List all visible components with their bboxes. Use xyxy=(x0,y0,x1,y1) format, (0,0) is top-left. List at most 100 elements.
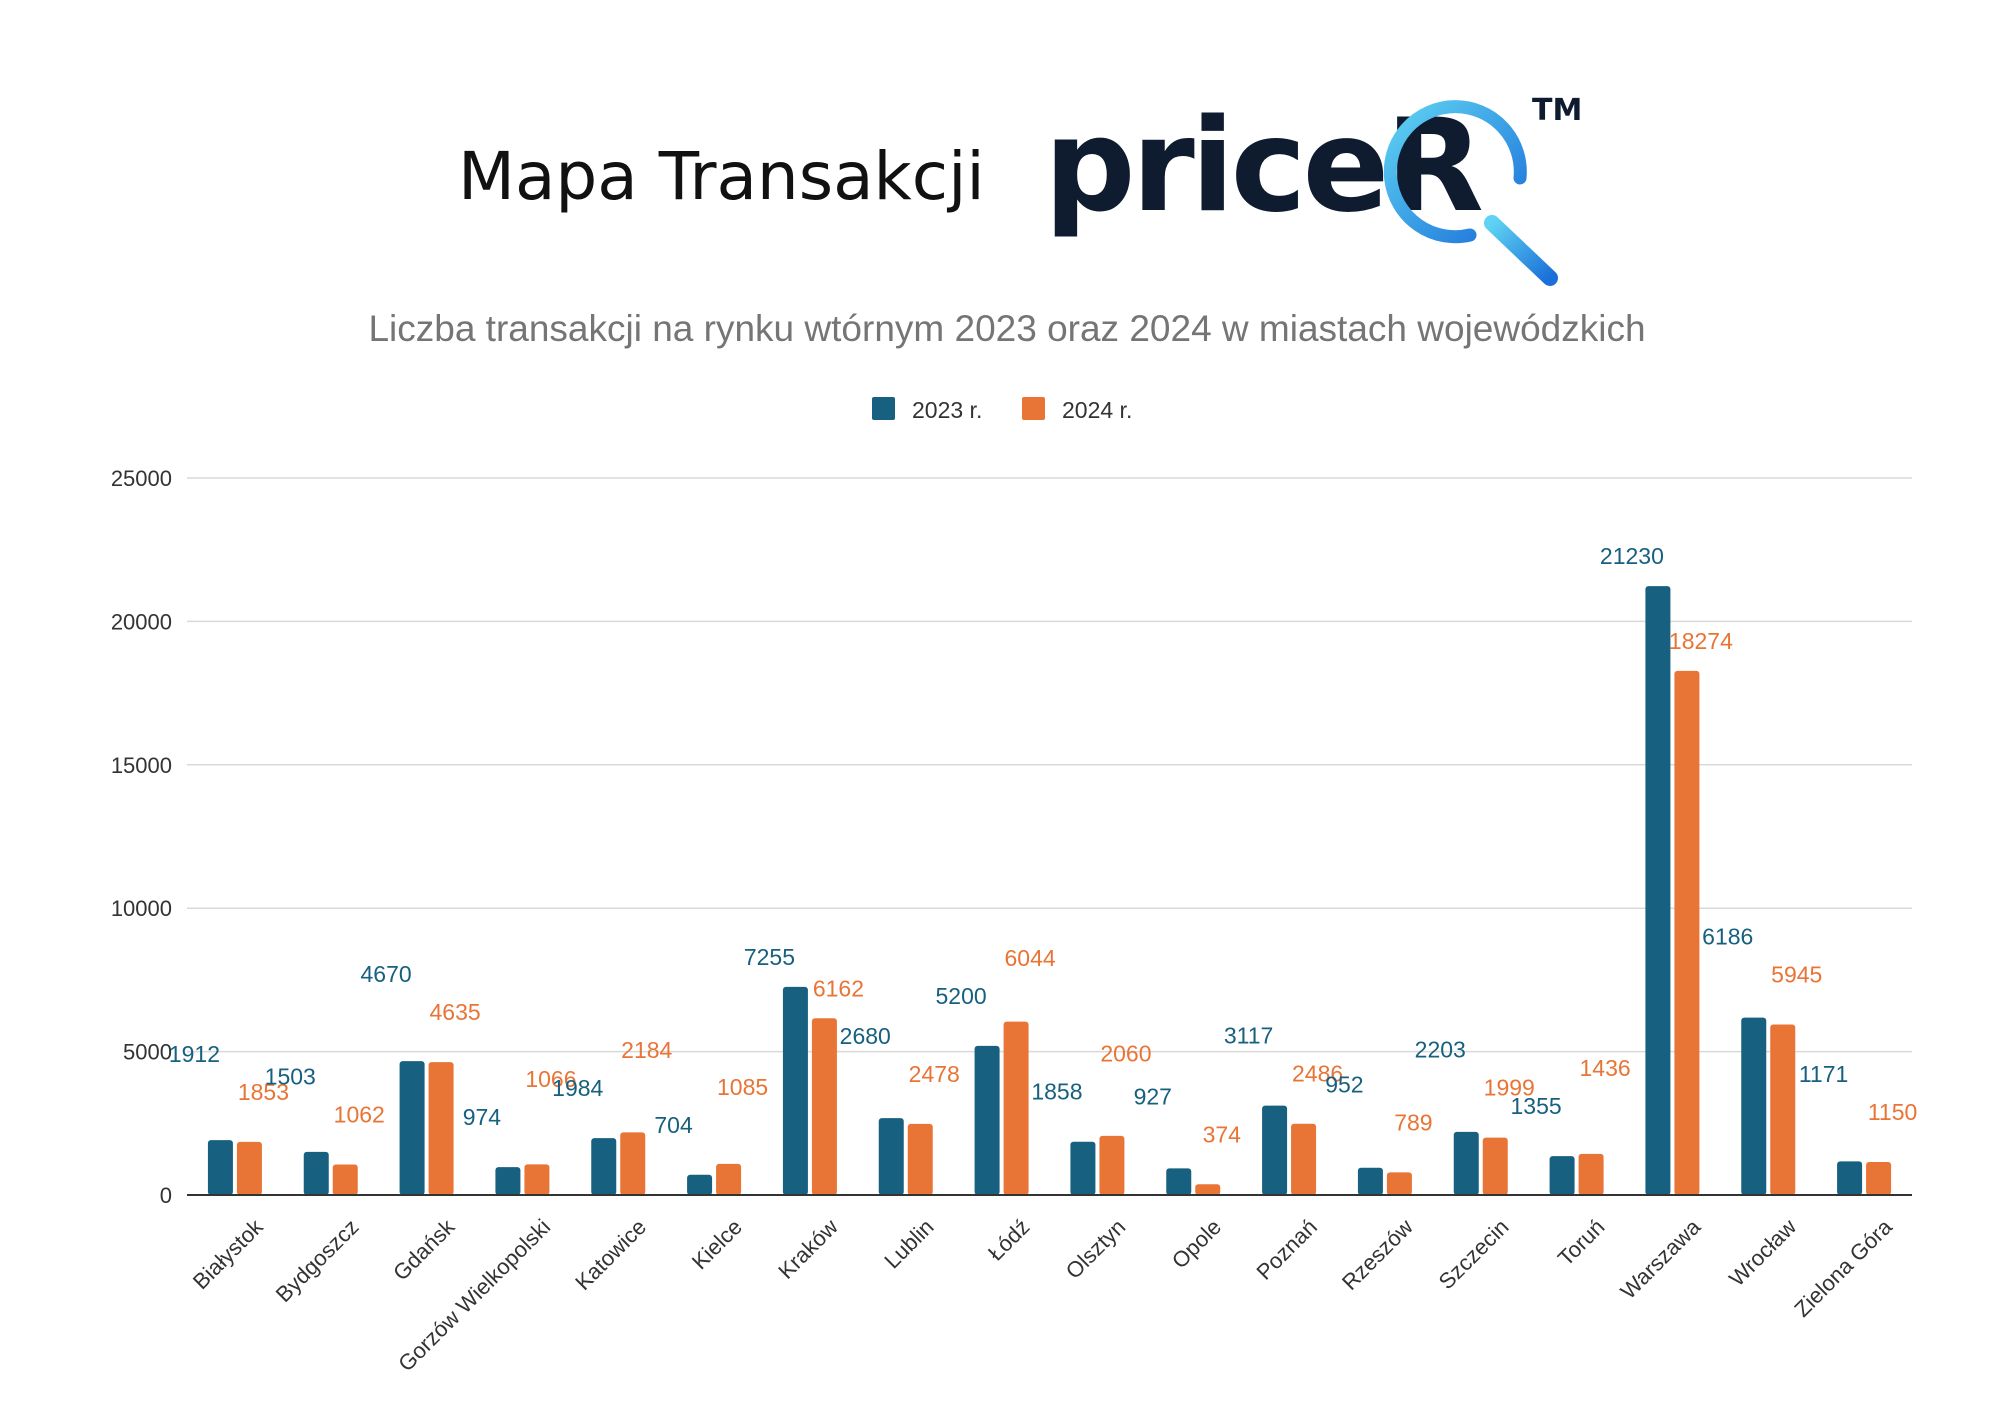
bar-2023 xyxy=(1357,1167,1383,1195)
legend-swatch-2023 xyxy=(872,397,895,420)
y-tick-label: 0 xyxy=(160,1183,172,1208)
bar-2024 xyxy=(811,1018,837,1195)
bar-2023 xyxy=(687,1174,713,1195)
y-tick-label: 5000 xyxy=(123,1040,172,1065)
bar-2024 xyxy=(1099,1135,1125,1195)
data-label-2024: 18274 xyxy=(1669,628,1733,654)
bar-2024 xyxy=(1866,1162,1892,1195)
x-tick-label: Rzeszów xyxy=(1337,1214,1418,1295)
bar-2023 xyxy=(591,1138,617,1195)
x-tick-label: Gdańsk xyxy=(388,1213,460,1285)
bar-2023 xyxy=(782,986,808,1195)
data-label-2023: 2203 xyxy=(1415,1037,1466,1063)
bar-2023 xyxy=(878,1118,904,1195)
data-label-2023: 1355 xyxy=(1510,1093,1561,1119)
chart-legend: 2023 r. 2024 r. xyxy=(872,397,1132,423)
bar-2023 xyxy=(1549,1156,1575,1195)
data-label-2024: 1085 xyxy=(717,1074,768,1100)
bar-2023 xyxy=(1070,1141,1096,1195)
legend-label-2023: 2023 r. xyxy=(912,397,982,423)
data-label-2024: 1066 xyxy=(525,1066,576,1092)
data-label-2023: 1858 xyxy=(1031,1079,1082,1105)
bar-2023 xyxy=(399,1061,425,1195)
data-label-2023: 1171 xyxy=(1799,1061,1848,1087)
bar-2024 xyxy=(332,1164,358,1195)
x-tick-label: Lublin xyxy=(879,1214,938,1273)
data-label-2024: 2060 xyxy=(1100,1041,1151,1067)
x-tick-label: Szczecin xyxy=(1434,1214,1514,1294)
bar-2023 xyxy=(207,1140,233,1195)
data-label-2024: 1150 xyxy=(1868,1099,1917,1125)
page-title: Mapa Transakcji xyxy=(458,138,985,215)
data-label-2024: 1853 xyxy=(238,1079,289,1105)
chart-title: Liczba transakcji na rynku wtórnym 2023 … xyxy=(368,308,1645,349)
y-tick-label: 10000 xyxy=(111,896,172,921)
data-label-2024: 1999 xyxy=(1484,1075,1535,1101)
bar-2024 xyxy=(1674,670,1700,1195)
magnifier-icon xyxy=(1383,100,1558,286)
legend-label-2024: 2024 r. xyxy=(1062,397,1132,423)
bar-2023 xyxy=(495,1167,521,1195)
bar-2024 xyxy=(1770,1024,1796,1195)
bar-2024 xyxy=(620,1132,646,1195)
x-tick-label: Warszawa xyxy=(1616,1214,1706,1304)
data-label-2023: 7255 xyxy=(744,944,795,970)
x-tick-label: Kraków xyxy=(773,1214,843,1284)
data-label-2023: 1503 xyxy=(265,1064,316,1090)
data-label-2024: 1436 xyxy=(1579,1055,1630,1081)
bar-2024 xyxy=(428,1062,454,1195)
data-label-2023: 6186 xyxy=(1702,923,1753,949)
bar-2023 xyxy=(1741,1017,1767,1195)
bar-2024 xyxy=(524,1164,550,1195)
y-tick-label: 15000 xyxy=(111,753,172,778)
bar-2023 xyxy=(1837,1161,1863,1195)
x-tick-label: Bydgoszcz xyxy=(271,1214,364,1307)
bar-2024 xyxy=(1386,1172,1412,1195)
x-tick-label: Białystok xyxy=(188,1213,269,1294)
data-label-2024: 6044 xyxy=(1004,945,1055,971)
bar-2023 xyxy=(1453,1131,1479,1195)
data-label-2023: 21230 xyxy=(1600,543,1664,569)
data-label-2024: 2478 xyxy=(909,1061,960,1087)
y-axis: 0 5000 10000 15000 20000 25000 xyxy=(111,466,172,1208)
data-label-2023: 5200 xyxy=(935,983,986,1009)
data-label-2024: 374 xyxy=(1203,1121,1242,1147)
data-label-2023: 1912 xyxy=(169,1041,220,1067)
x-tick-label: Wrocław xyxy=(1724,1214,1801,1291)
x-tick-label: Opole xyxy=(1167,1214,1226,1273)
x-tick-label: Olsztyn xyxy=(1061,1214,1131,1284)
bar-2024 xyxy=(1195,1184,1221,1195)
bar-2024 xyxy=(1578,1153,1604,1195)
x-tick-label: Kielce xyxy=(687,1214,747,1274)
legend-swatch-2024 xyxy=(1022,397,1045,420)
y-tick-label: 20000 xyxy=(111,609,172,634)
data-label-2024: 6162 xyxy=(813,975,864,1001)
bar-2024 xyxy=(236,1141,262,1195)
bar-2023 xyxy=(974,1045,1000,1195)
bar-2024 xyxy=(1482,1137,1508,1195)
data-label-2023: 2680 xyxy=(840,1023,891,1049)
data-label-2024: 789 xyxy=(1394,1109,1432,1135)
x-tick-label: Katowice xyxy=(570,1214,651,1295)
bar-2023 xyxy=(1645,586,1671,1195)
bar-2024 xyxy=(716,1163,742,1195)
x-tick-label: Poznań xyxy=(1251,1214,1321,1284)
bar-2024 xyxy=(1003,1021,1029,1195)
bars xyxy=(207,586,1892,1195)
trademark-symbol: TM xyxy=(1532,93,1582,128)
data-label-2024: 5945 xyxy=(1771,961,1822,987)
data-label-2023: 952 xyxy=(1325,1071,1363,1097)
y-tick-label: 25000 xyxy=(111,466,172,491)
data-label-2023: 3117 xyxy=(1224,1023,1273,1049)
data-label-2024: 2486 xyxy=(1292,1061,1343,1087)
x-tick-label: Toruń xyxy=(1553,1214,1610,1271)
gridlines xyxy=(187,477,1912,1053)
data-label-2023: 704 xyxy=(654,1112,693,1138)
data-label-2023: 1984 xyxy=(552,1075,603,1101)
bar-2023 xyxy=(1166,1168,1192,1195)
page-header: Mapa Transakcji priceR TM xyxy=(0,0,2000,300)
bar-2024 xyxy=(907,1123,933,1195)
